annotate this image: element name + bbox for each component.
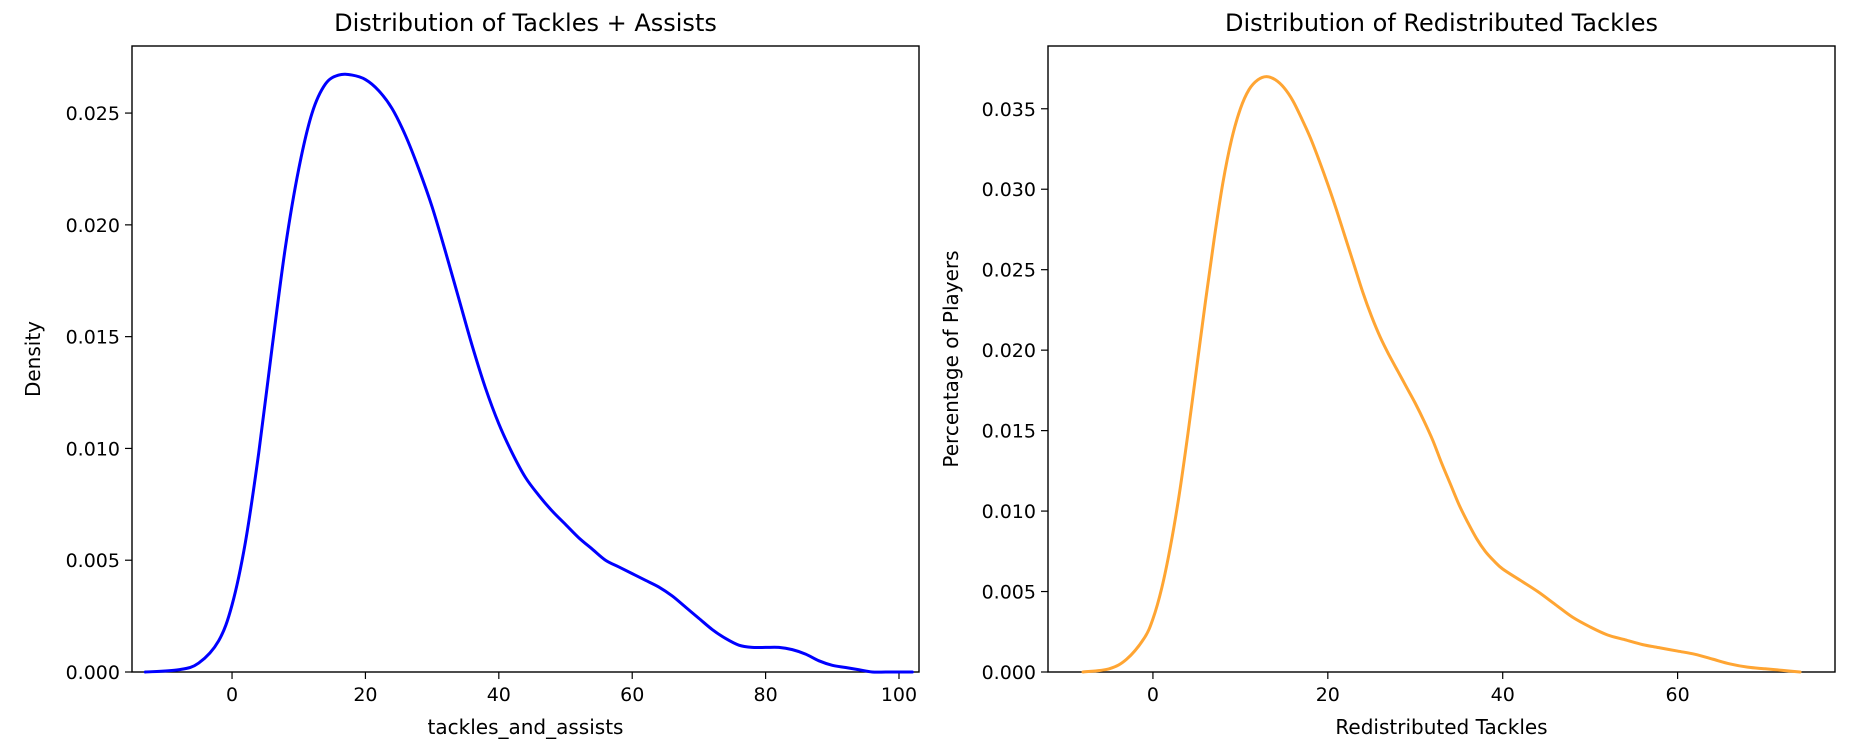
y-tick-label: 0.030 <box>982 179 1036 201</box>
chart-panel-tackles-assists: Distribution of Tackles + Assists tackle… <box>21 9 920 739</box>
y-tick-label: 0.020 <box>66 215 120 237</box>
y-axis-label: Density <box>21 321 45 397</box>
y-tick-label: 0.015 <box>66 327 120 349</box>
x-axis-label: Redistributed Tackles <box>1335 715 1547 739</box>
y-axis-label: Percentage of Players <box>939 250 963 467</box>
x-tick-label: 80 <box>754 684 778 706</box>
x-tick-label: 60 <box>620 684 644 706</box>
x-tick-label: 40 <box>487 684 511 706</box>
y-tick-label: 0.005 <box>982 582 1036 604</box>
x-tick-label: 20 <box>1316 684 1340 706</box>
y-tick-label: 0.020 <box>982 340 1036 362</box>
plot-area-frame <box>131 45 920 673</box>
x-tick-label: 40 <box>1491 684 1515 706</box>
x-tick-label: 100 <box>881 684 917 706</box>
axis-ticks: 0 20 40 60 80 100 0.000 0.005 0.010 0.015 0.020 0.0… <box>66 103 918 706</box>
plot-area-frame <box>1047 45 1836 673</box>
y-tick-label: 0.035 <box>982 99 1036 121</box>
x-tick-label: 60 <box>1666 684 1690 706</box>
chart-panel-redistributed-tackles: Distribution of Redistributed Tackles Re… <box>939 9 1836 739</box>
axis-ticks: 0 20 40 60 0.000 0.005 0.010 0.015 0.020 0.025 0.0… <box>982 99 1690 706</box>
chart-title: Distribution of Tackles + Assists <box>334 9 717 37</box>
y-tick-label: 0.010 <box>66 438 120 460</box>
y-tick-label: 0.010 <box>982 501 1036 523</box>
x-axis-label: tackles_and_assists <box>428 715 624 739</box>
y-tick-label: 0.000 <box>66 662 120 684</box>
y-tick-label: 0.015 <box>982 421 1036 443</box>
y-tick-label: 0.000 <box>982 662 1036 684</box>
x-tick-label: 0 <box>226 684 238 706</box>
density-curves <box>1081 75 1802 674</box>
x-tick-label: 0 <box>1147 684 1159 706</box>
kde-line <box>143 72 914 674</box>
kde-line <box>1081 75 1802 674</box>
density-curves <box>143 72 914 674</box>
y-tick-label: 0.005 <box>66 550 120 572</box>
x-tick-label: 20 <box>353 684 377 706</box>
y-tick-label: 0.025 <box>66 103 120 125</box>
y-tick-label: 0.025 <box>982 260 1036 282</box>
chart-title: Distribution of Redistributed Tackles <box>1225 9 1658 37</box>
